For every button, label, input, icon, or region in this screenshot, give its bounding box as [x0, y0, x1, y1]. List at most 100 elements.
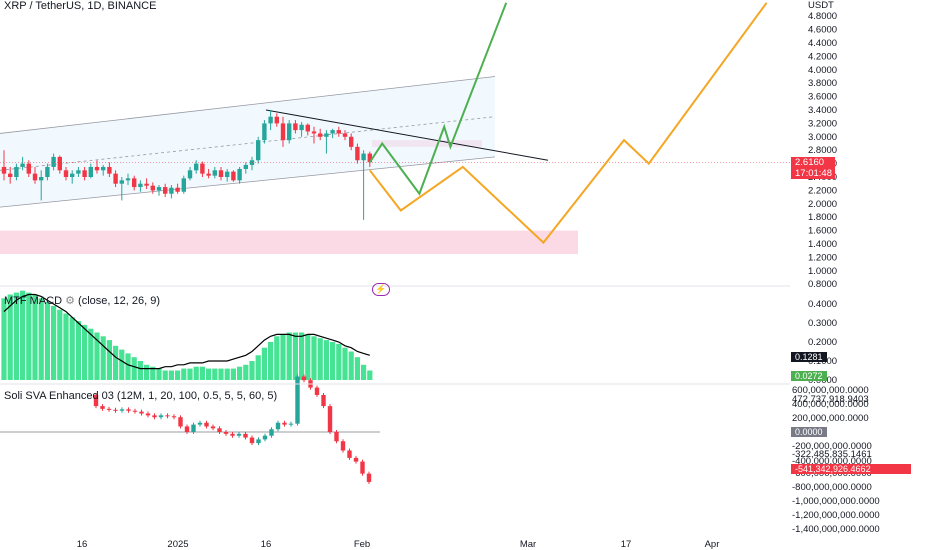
candle: [1, 166, 7, 174]
macd-hist-bar: [305, 334, 311, 380]
candle: [225, 171, 230, 177]
macd-hist-bar: [187, 368, 193, 380]
sva-bar: [139, 411, 144, 414]
candle: [181, 178, 186, 192]
candle: [57, 156, 62, 171]
macd-hist-bar: [224, 368, 230, 380]
candle: [194, 163, 199, 171]
settings-icon[interactable]: ⚙: [65, 295, 75, 307]
candle: [175, 187, 180, 192]
price-tick: 4.4000: [808, 38, 837, 49]
price-tick: 3.0000: [808, 132, 837, 143]
candle: [51, 156, 56, 167]
candle: [355, 146, 360, 161]
macd-hist-bar: [330, 342, 336, 380]
macd-indicator-title[interactable]: MTF MACD ⚙ (close, 12, 26, 9): [4, 294, 160, 307]
demand-zone: [0, 230, 578, 255]
macd-hist-bar: [348, 351, 354, 380]
sva-bar: [171, 416, 177, 418]
time-tick: 16: [261, 539, 272, 550]
sva-tick: 600,000,000.0000: [792, 385, 869, 396]
sva-bar: [360, 461, 365, 474]
sva-bar: [340, 441, 346, 451]
macd-hist-bar: [75, 321, 81, 380]
sva-bar: [165, 415, 170, 417]
sva-bar: [184, 426, 190, 432]
time-tick: 2025: [167, 539, 188, 550]
supply-zone: [372, 140, 482, 147]
sva-bar: [256, 439, 261, 444]
macd-hist-bar: [144, 364, 150, 380]
macd-hist-bar: [193, 366, 199, 380]
macd-hist-bar: [181, 368, 187, 380]
macd-hist-bar: [26, 292, 32, 380]
candle: [231, 171, 236, 181]
candle: [237, 168, 242, 181]
macd-tick: 0.4000: [808, 299, 837, 310]
macd-hist-bar: [199, 366, 205, 380]
sva-bar: [243, 433, 248, 438]
sva-bar: [132, 410, 138, 412]
macd-hist-bar: [323, 340, 329, 380]
sva-bar: [269, 429, 274, 436]
macd-hist-bar: [243, 364, 249, 380]
sva-bar: [191, 424, 196, 432]
candle: [280, 123, 286, 141]
channel-upper: [0, 76, 496, 134]
candle: [39, 177, 44, 181]
price-tick: 4.6000: [808, 25, 837, 36]
price-tick: 2.2000: [808, 185, 837, 196]
candle: [88, 166, 93, 177]
symbol-title[interactable]: XRP / TetherUS, 1D, BINANCE: [4, 0, 157, 12]
sva-bar: [126, 409, 131, 411]
sva-bar: [327, 406, 333, 432]
candle: [113, 173, 118, 184]
macd-hist-bar: [82, 324, 88, 380]
macd-hist-bar: [354, 357, 360, 380]
candle: [361, 153, 366, 161]
sva-bar: [301, 376, 307, 381]
macd-hist-bar: [361, 364, 367, 380]
macd-hist-bar: [150, 366, 156, 380]
macd-hist-bar: [1, 298, 7, 380]
macd-hist-bar: [367, 370, 373, 380]
sva-indicator-title[interactable]: Soli SVA Enhanced 03 (12M, 1, 20, 100, 0…: [4, 390, 278, 402]
candle: [144, 183, 149, 186]
candle: [318, 133, 323, 137]
price-tick: 2.0000: [808, 199, 837, 210]
sva-bar: [314, 387, 320, 395]
price-tick: 4.0000: [808, 65, 837, 76]
macd-hist-bar: [212, 368, 218, 380]
candle: [206, 173, 211, 176]
sva-bar: [119, 409, 125, 411]
candle: [299, 124, 304, 131]
macd-hist-bar: [137, 361, 143, 380]
channel-fill: [0, 76, 495, 208]
sva-bar: [113, 409, 118, 411]
lightning-icon[interactable]: ⚡: [372, 283, 390, 296]
sva-bar: [366, 473, 372, 482]
macd-hist-bar: [125, 353, 131, 380]
sva-bar: [295, 376, 300, 424]
sva-zero-tag: 0.0000: [791, 427, 827, 437]
price-tick: 3.2000: [808, 118, 837, 129]
sva-bar: [210, 426, 216, 429]
projection-orange: [369, 2, 768, 245]
price-tick: 1.8000: [808, 212, 837, 223]
macd-hist-bar: [106, 340, 112, 380]
macd-label: MTF MACD: [4, 295, 63, 307]
sva-tick: -200,000,000.0000: [792, 441, 872, 452]
bar-countdown: 17:01:48: [795, 168, 832, 179]
price-tick: 4.2000: [808, 51, 837, 62]
sva-tick: -1,400,000,000.0000: [792, 524, 880, 535]
sva-bar: [223, 432, 229, 434]
candle: [262, 123, 267, 141]
sva-bar: [93, 395, 99, 407]
sva-bar: [152, 415, 157, 418]
candle: [287, 123, 292, 141]
sva-bar: [145, 413, 151, 416]
currency-label: USDT: [808, 0, 834, 11]
candle: [70, 173, 75, 177]
sva-bar: [353, 457, 359, 462]
